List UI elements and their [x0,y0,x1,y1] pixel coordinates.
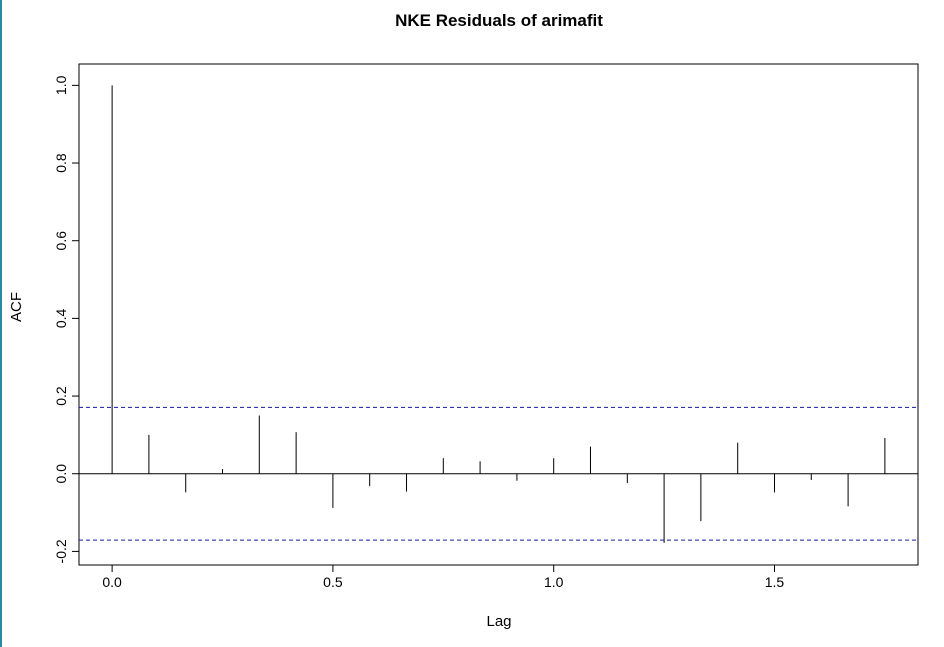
x-axis-label: Lag [486,613,511,630]
x-tick-label: 1.0 [544,574,564,590]
chart-title: NKE Residuals of arimafit [395,11,603,30]
y-tick-label: 1.0 [53,75,69,95]
x-tick-label: 0.5 [323,574,343,590]
y-tick-label: 0.6 [53,231,69,251]
acf-bars [111,85,886,543]
y-tick-label: -0.2 [53,539,69,563]
x-axis: 0.0 0.5 1.0 1.5 [102,565,784,590]
y-tick-label: 0.8 [53,153,69,173]
y-tick-label: 0.0 [53,464,69,484]
confidence-bounds [79,406,918,541]
x-tick-label: 0.0 [102,574,122,590]
plot-area-border [78,63,919,566]
x-tick-label: 1.5 [765,574,785,590]
y-tick-label: 0.2 [53,386,69,406]
y-axis-label: ACF [8,292,25,322]
y-tick-label: 0.4 [53,308,69,328]
y-axis: -0.2 0.0 0.2 0.4 0.6 0.8 1.0 [53,75,79,563]
